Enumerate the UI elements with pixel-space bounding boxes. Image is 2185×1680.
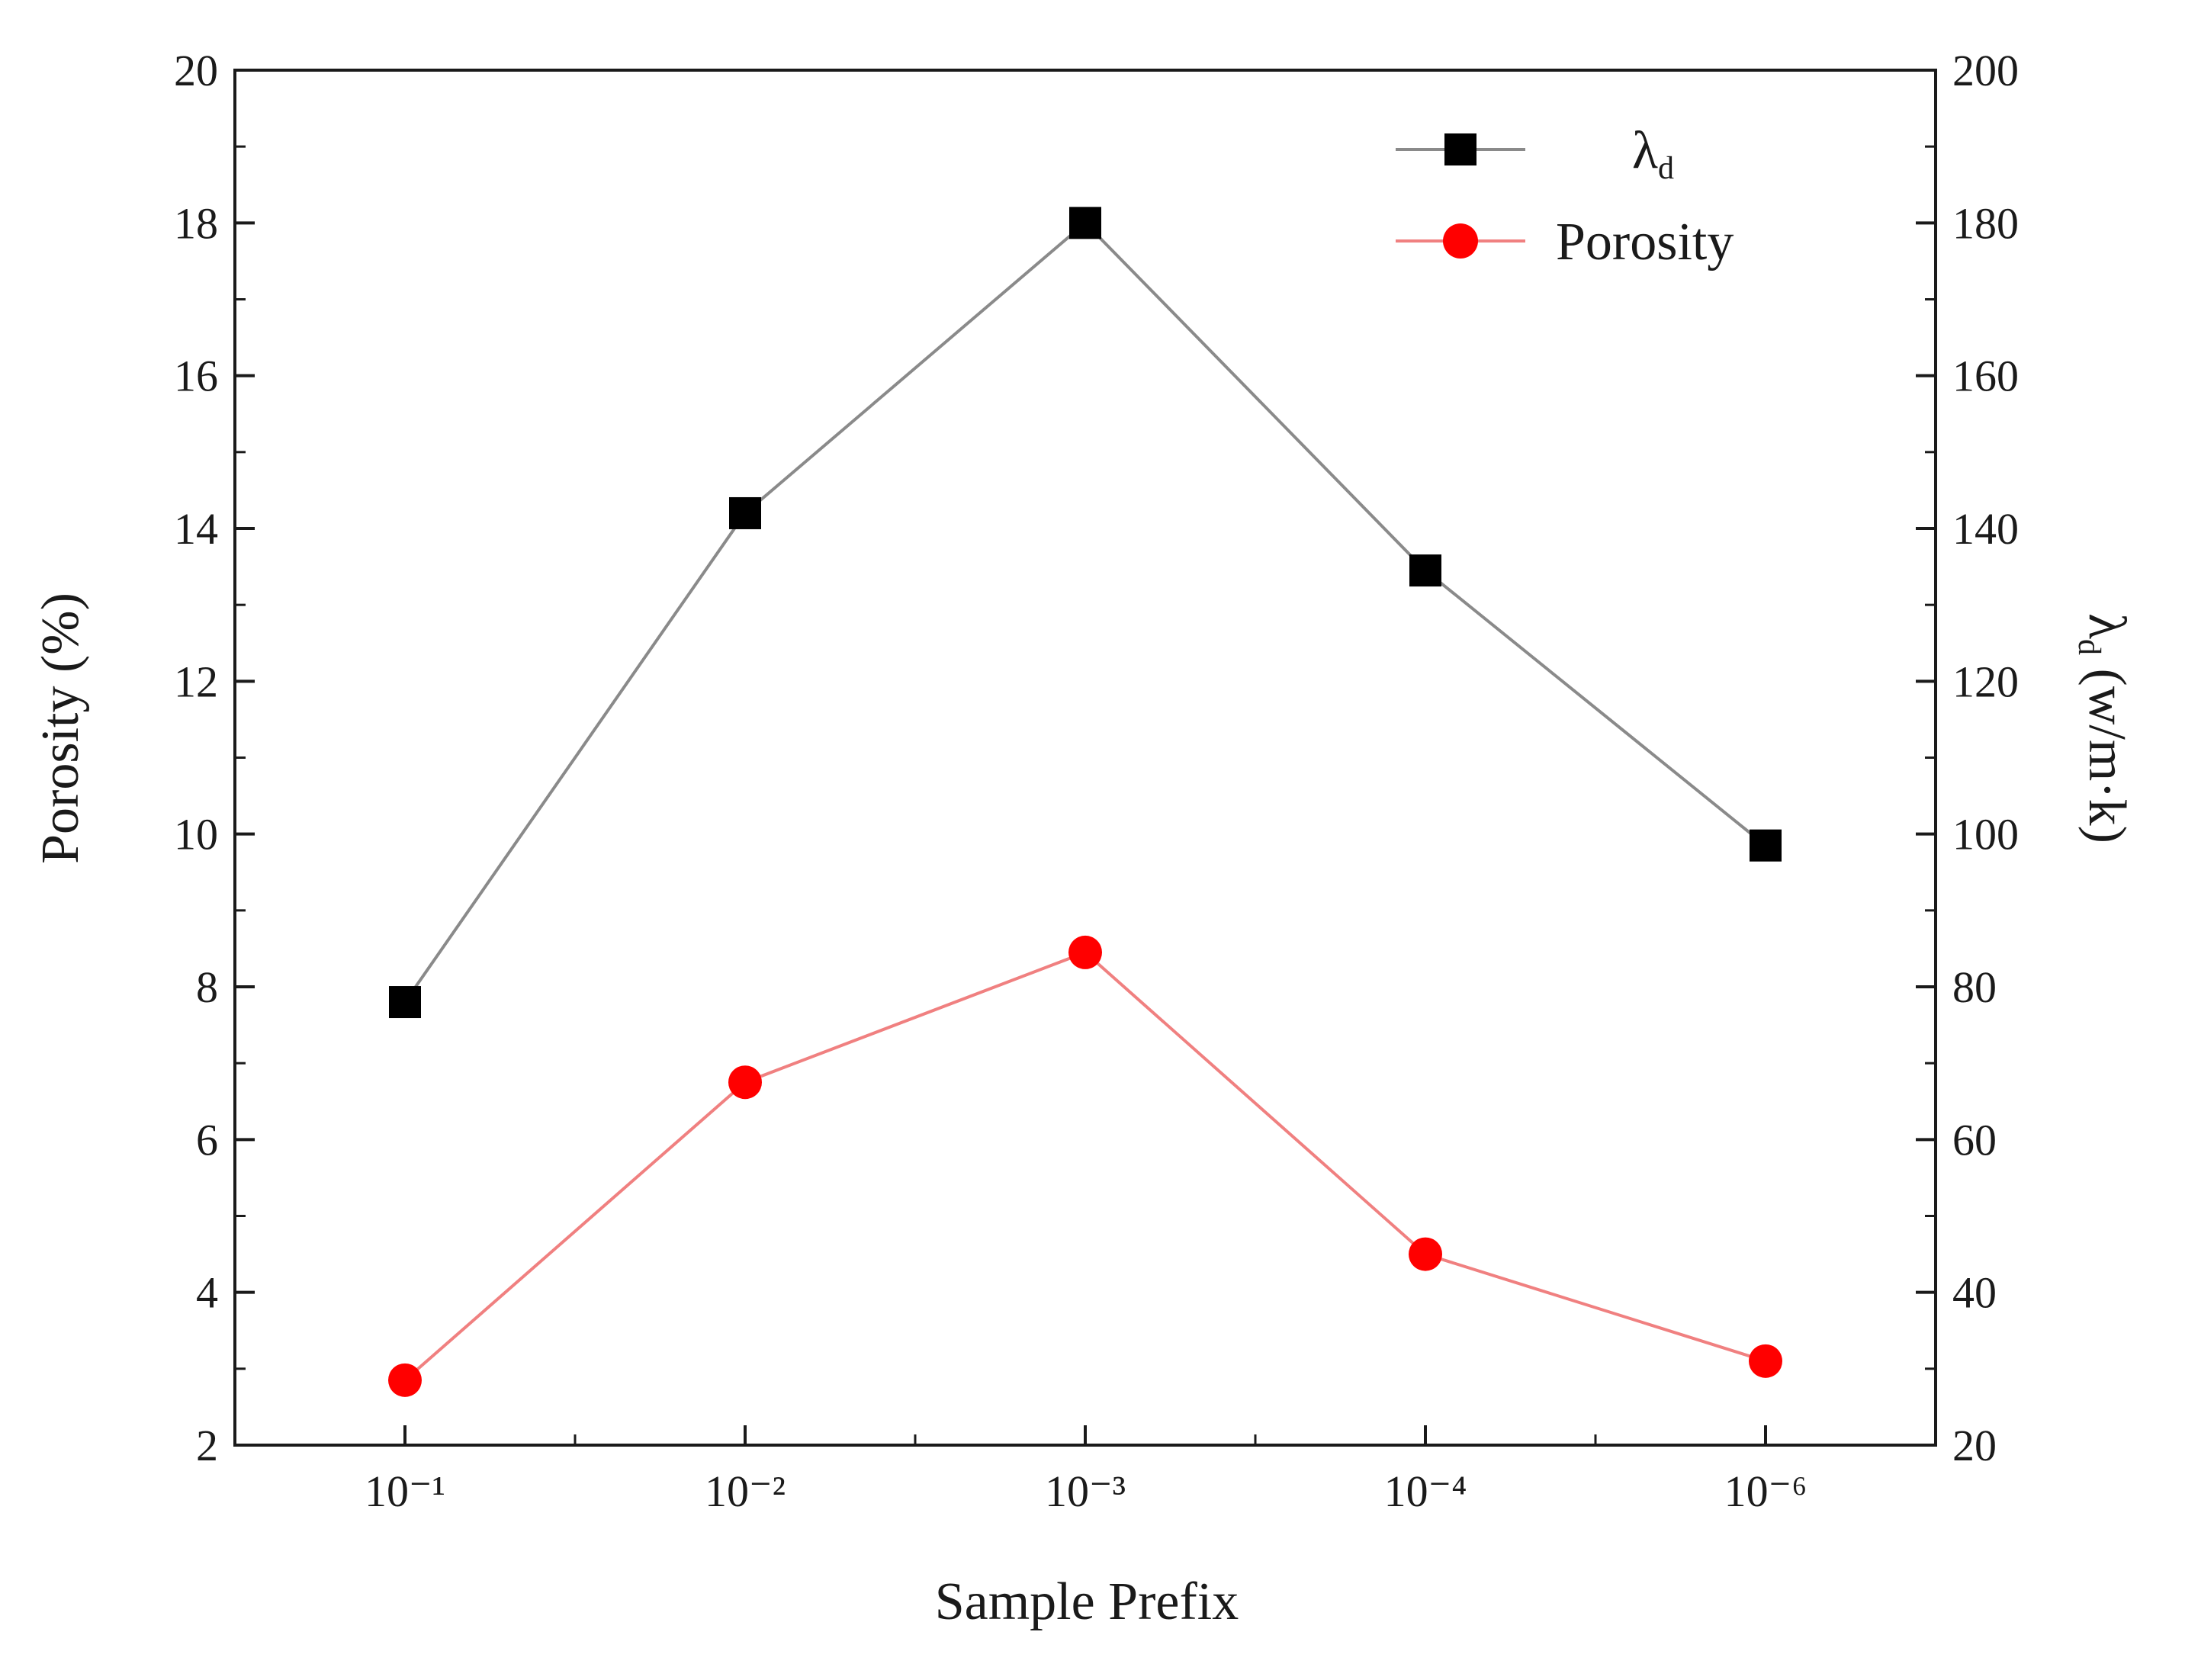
right-tick-label: 80 <box>1952 962 1997 1012</box>
series-lambda-line <box>403 220 1767 1004</box>
right-axis-title-main: λ <box>2077 613 2136 639</box>
x-tick-label: 10⁻⁴ <box>1384 1466 1467 1516</box>
right-tick-label: 140 <box>1952 504 2019 554</box>
legend: λd Porosity <box>1396 121 1734 271</box>
right-axis-title-sub: d <box>2071 639 2106 655</box>
left-tick-label: 12 <box>174 657 218 706</box>
x-axis-ticks: 10⁻¹ 10⁻² 10⁻³ 10⁻⁴ 10⁻⁶ <box>365 1425 1807 1516</box>
right-axis-ticks: 20 40 60 80 100 120 140 160 180 200 <box>1916 46 2019 1470</box>
legend-label-lambda: λd <box>1632 121 1674 186</box>
left-tick-label: 4 <box>196 1268 218 1318</box>
series-porosity-point <box>1409 1237 1442 1271</box>
left-tick-label: 6 <box>196 1115 218 1164</box>
left-tick-label: 18 <box>174 198 218 248</box>
right-tick-label: 20 <box>1952 1421 1997 1470</box>
series-lambda-point <box>1409 554 1441 587</box>
right-tick-label: 180 <box>1952 198 2019 248</box>
x-tick-label: 10⁻¹ <box>365 1466 445 1516</box>
left-axis-ticks: 2 4 6 8 10 12 14 16 18 20 <box>174 46 255 1470</box>
right-tick-label: 160 <box>1952 352 2019 401</box>
x-tick-label: 10⁻² <box>705 1466 786 1516</box>
right-tick-label: 120 <box>1952 657 2019 706</box>
right-tick-label: 60 <box>1952 1115 1997 1164</box>
left-tick-label: 8 <box>196 962 218 1012</box>
left-tick-label: 16 <box>174 352 218 401</box>
series-porosity-point <box>1749 1344 1782 1378</box>
left-tick-label: 14 <box>174 504 218 554</box>
right-tick-label: 200 <box>1952 46 2019 95</box>
legend-marker-porosity <box>1443 223 1478 259</box>
series-lambda-point <box>1069 207 1101 239</box>
x-tick-label: 10⁻³ <box>1045 1466 1126 1516</box>
series-porosity-point <box>728 1065 762 1100</box>
left-axis-title: Porosity (%) <box>31 593 90 864</box>
plot-frame <box>233 69 1937 1447</box>
series-porosity-point <box>1068 935 1102 969</box>
series-porosity-point <box>388 1363 422 1397</box>
series-porosity-line <box>403 950 1766 1382</box>
series-lambda-point <box>1750 829 1782 862</box>
right-tick-label: 100 <box>1952 810 2019 859</box>
series-lambda-point <box>389 986 421 1019</box>
left-tick-label: 20 <box>174 46 218 95</box>
x-tick-label: 10⁻⁶ <box>1724 1466 1807 1516</box>
plot-border <box>233 69 1937 1447</box>
right-axis-title: λd (w/m·k) <box>2071 613 2136 843</box>
left-tick-label: 2 <box>196 1421 218 1470</box>
x-axis-title: Sample Prefix <box>935 1572 1239 1631</box>
series-layer <box>388 207 1782 1397</box>
right-axis-title-rest: (w/m·k) <box>2077 655 2136 843</box>
left-tick-label: 10 <box>174 810 218 859</box>
legend-marker-lambda <box>1444 133 1476 165</box>
right-tick-label: 40 <box>1952 1268 1997 1318</box>
series-lambda-point <box>729 496 761 529</box>
legend-label-porosity: Porosity <box>1556 213 1734 271</box>
